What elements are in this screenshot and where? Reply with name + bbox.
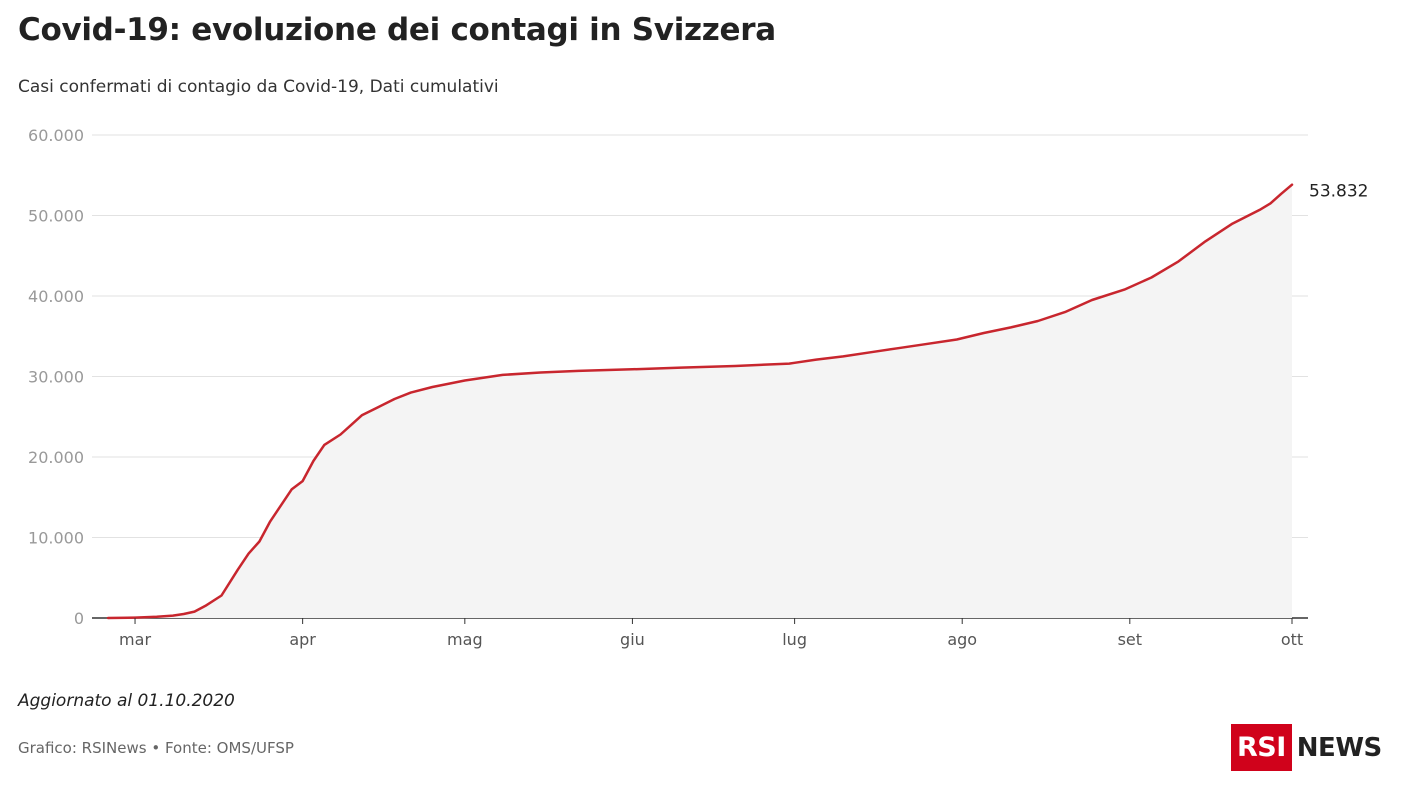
y-tick-label: 0 [74, 609, 84, 628]
y-tick-label: 60.000 [28, 126, 84, 145]
y-tick-label: 20.000 [28, 448, 84, 467]
x-tick-label: set [1118, 630, 1142, 649]
updated-date: Aggiornato al 01.10.2020 [18, 691, 235, 711]
y-tick-label: 10.000 [28, 529, 84, 548]
x-tick-label: mar [119, 630, 151, 649]
line-chart: 0 10.000 20.000 30.000 40.000 50.000 60.000 ma… [28, 126, 1368, 649]
rsi-news-logo: RSI NEWS [1231, 724, 1382, 771]
cases-area-fill [108, 184, 1292, 618]
chart-subtitle: Casi confermati di contagio da Covid-19,… [18, 77, 499, 97]
x-tick-label: mag [447, 630, 483, 649]
chart-title: Covid-19: evoluzione dei contagi in Sviz… [18, 12, 776, 48]
y-tick-label: 50.000 [28, 207, 84, 226]
y-tick-label: 40.000 [28, 287, 84, 306]
x-tick-label: ago [947, 630, 977, 649]
x-tick-label: ott [1281, 630, 1303, 649]
x-tick-label: apr [289, 630, 316, 649]
rsi-logo-box: RSI [1231, 724, 1292, 771]
y-axis-ticks: 0 10.000 20.000 30.000 40.000 50.000 60.000 [28, 126, 84, 628]
x-tick-label: lug [782, 630, 807, 649]
cases-line [106, 183, 1294, 620]
x-axis-ticks: mar apr mag giu lug ago set ott [119, 618, 1303, 649]
news-logo-word: NEWS [1296, 732, 1382, 763]
source-credit: Grafico: RSINews • Fonte: OMS/UFSP [18, 739, 294, 757]
end-value-label: 53.832 [1309, 182, 1368, 202]
y-tick-label: 30.000 [28, 368, 84, 387]
x-tick-label: giu [620, 630, 645, 649]
